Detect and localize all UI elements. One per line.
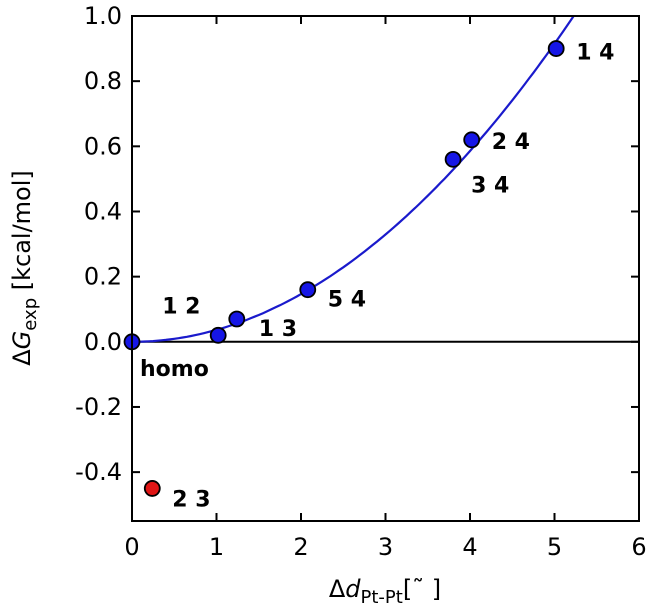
point-label: 1 4 [576, 41, 614, 66]
x-tick-label: 4 [462, 533, 477, 561]
y-tick-label: 1.0 [84, 2, 122, 30]
point-label: homo [140, 357, 209, 382]
data-point [209, 326, 227, 344]
x-tick-label: 2 [293, 533, 308, 561]
x-tick-label: 6 [631, 533, 646, 561]
point-label: 1 2 [162, 294, 200, 319]
x-tick-label: 0 [124, 533, 139, 561]
y-axis-label: ΔGexp [kcal/mol] [8, 170, 41, 366]
data-point [547, 40, 565, 57]
data-point [299, 281, 317, 299]
point-label: 3 4 [471, 173, 509, 198]
data-point [444, 150, 462, 168]
y-tick-label: 0.0 [84, 328, 122, 356]
y-tick-label: 0.6 [84, 132, 122, 160]
x-tick-label: 1 [209, 533, 224, 561]
data-point [143, 480, 161, 497]
ticks [131, 15, 640, 521]
y-tick-labels: -0.4 -0.2 0.0 0.2 0.4 0.6 0.8 1.0 [75, 2, 122, 486]
data-point [228, 310, 246, 328]
y-tick-label: 0.2 [84, 263, 122, 291]
point-label: 2 3 [172, 487, 210, 512]
point-label: 5 4 [328, 288, 366, 313]
data-point [463, 131, 481, 149]
y-tick-label: -0.2 [75, 393, 122, 421]
plot-frame [131, 15, 640, 522]
point-labels: homo 1 2 1 3 5 4 3 4 2 4 1 4 2 3 [140, 41, 614, 513]
y-tick-label: 0.8 [84, 67, 122, 95]
x-tick-label: 5 [547, 533, 562, 561]
x-tick-label: 3 [378, 533, 393, 561]
y-tick-label: 0.4 [84, 197, 122, 225]
point-label: 2 4 [492, 130, 530, 155]
data-points [123, 40, 565, 497]
y-tick-label: -0.4 [75, 458, 122, 486]
point-label: 1 3 [259, 317, 297, 342]
x-axis-label: ΔdPt-Pt[˜ ] [329, 575, 441, 608]
x-tick-labels: 0 1 2 3 4 5 6 [124, 533, 646, 561]
